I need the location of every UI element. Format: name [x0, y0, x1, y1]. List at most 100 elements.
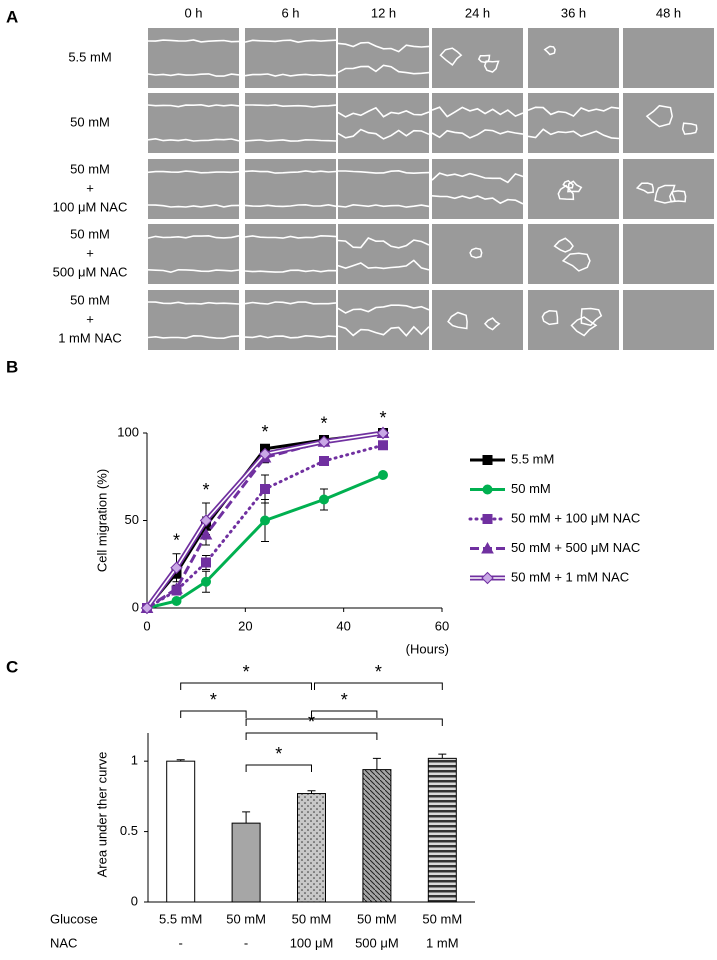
bar — [427, 757, 457, 903]
wound-gap — [483, 317, 501, 331]
micrograph — [432, 159, 523, 219]
micrograph — [432, 93, 523, 153]
marker — [482, 514, 493, 524]
marker — [319, 456, 329, 466]
marker — [140, 601, 154, 615]
legend-label: 5.5 mM — [511, 451, 554, 466]
significance-star: * — [341, 690, 348, 710]
row-label: + — [86, 245, 94, 260]
wound-gap — [469, 247, 483, 259]
micrograph — [338, 224, 429, 284]
series-line-core — [146, 432, 384, 609]
wound-edge — [147, 334, 240, 340]
row-label: 1 mM NAC — [58, 330, 122, 345]
row-label: 5.5 mM — [68, 49, 111, 64]
significance-star: * — [202, 480, 209, 500]
significance-star: * — [243, 662, 250, 682]
wound-edge — [337, 64, 430, 75]
wound-edge — [147, 301, 240, 305]
x-tick-label: 50 mM — [226, 911, 266, 926]
error-bar — [372, 757, 381, 770]
significance-bracket — [245, 764, 312, 772]
wound-gap — [580, 307, 603, 327]
y-tick-label: 0.5 — [120, 823, 138, 838]
row-label: 50 mM — [70, 226, 110, 241]
panel-c: C 0 0.5 1 Area under ther curve Glucose NAC 5.5… — [6, 657, 475, 950]
wound-gap — [543, 45, 556, 56]
wound-edge — [337, 106, 430, 118]
wound-gap — [483, 60, 500, 73]
bar — [297, 793, 326, 903]
legend-label: 50 mM + 1 mM NAC — [511, 569, 629, 584]
wound-edge — [337, 259, 430, 271]
significance-star: * — [375, 662, 382, 682]
y-axis-label: Cell migration (%) — [94, 469, 109, 572]
row-label: 50 mM — [70, 292, 110, 307]
marker — [482, 484, 493, 495]
micrograph — [148, 93, 239, 153]
wound-edge — [244, 301, 337, 305]
wound-gap — [561, 252, 591, 272]
y-tick-label: 1 — [131, 753, 138, 768]
wound-edge — [244, 234, 337, 239]
nac-label: 500 μM — [355, 935, 399, 950]
marker — [260, 515, 270, 526]
wound-edge — [338, 169, 430, 175]
legend-label: 50 mM + 100 μM NAC — [511, 510, 640, 525]
micrograph — [338, 93, 429, 153]
significance-bracket — [314, 682, 443, 690]
wound-gap — [645, 104, 673, 128]
wound-edge — [244, 39, 337, 44]
panel-b: B 0 50 100 0 20 40 60 (Hours) Cell migration (%) 5… — [6, 357, 640, 656]
marker — [171, 596, 182, 606]
wound-edge — [527, 106, 620, 117]
wound-gap — [635, 182, 654, 194]
marker — [319, 494, 329, 505]
nac-label: - — [179, 935, 183, 950]
row-label: NAC — [50, 935, 77, 950]
column-header: 6 h — [281, 5, 299, 20]
series-line — [146, 473, 384, 610]
marker — [258, 447, 272, 461]
column-header: 0 h — [184, 5, 202, 20]
wound-edge — [337, 203, 430, 208]
wound-edge — [147, 103, 240, 108]
panel-letter: A — [6, 7, 18, 26]
significance-star: * — [379, 408, 386, 428]
row-label: + — [86, 311, 94, 326]
row-label: 50 mM — [70, 114, 110, 129]
wound-gap — [439, 47, 463, 66]
error-bar — [307, 790, 316, 794]
micrograph — [623, 224, 714, 284]
nac-label: 100 μM — [290, 935, 334, 950]
significance-bracket — [180, 710, 247, 718]
wound-edge — [337, 41, 430, 53]
y-axis-label: Area under ther curve — [94, 752, 109, 878]
micrograph — [148, 290, 239, 350]
wound-edge — [147, 204, 240, 208]
error-bar — [438, 753, 447, 759]
column-header: 24 h — [465, 5, 490, 20]
panel-letter: C — [6, 657, 18, 676]
bar — [166, 760, 196, 903]
wound-edge — [337, 128, 430, 140]
micrograph — [528, 290, 619, 350]
wound-edge — [244, 170, 337, 174]
error-bar — [176, 759, 185, 762]
micrograph — [245, 28, 336, 88]
panel-a: 0 h 6 h 12 h 24 h 36 h 48 h 5.5 mM 50 mM 50 mM +1… — [53, 5, 714, 350]
wound-edge — [245, 104, 337, 108]
micrograph — [245, 224, 336, 284]
micrograph — [623, 28, 714, 88]
legend-label: 50 mM — [511, 481, 551, 496]
marker — [170, 582, 183, 594]
significance-bracket — [311, 710, 378, 718]
wound-gap — [562, 179, 574, 189]
marker — [199, 527, 213, 540]
significance-bracket — [245, 732, 378, 740]
significance-star: * — [320, 413, 327, 433]
wound-gap — [570, 316, 598, 337]
nac-label: 1 mM — [426, 935, 459, 950]
wound-edge — [244, 334, 337, 339]
